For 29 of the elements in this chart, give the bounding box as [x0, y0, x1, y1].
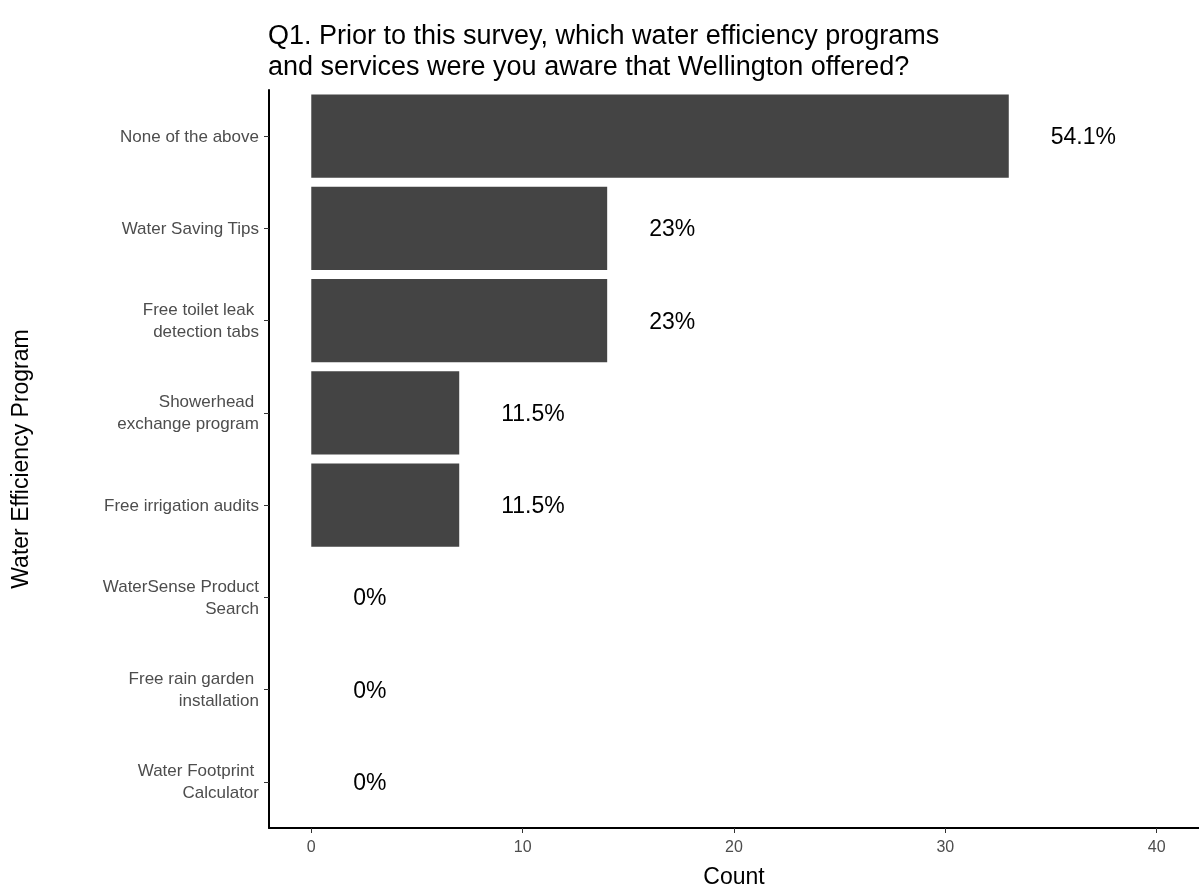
y-tick-label: Water Saving Tips: [121, 218, 259, 238]
annotation: 0%: [353, 584, 387, 611]
chart-title: Q1. Prior to this survey, which water efficiency programs and services were you aware that Wellington offered?: [268, 19, 947, 81]
y-axis-title: Water Efficiency Program: [6, 329, 33, 589]
x-axis-title: Count: [703, 862, 766, 889]
annotation: 23%: [649, 215, 696, 242]
x-tick-label: 0: [306, 837, 316, 855]
annotation: 11.5%: [501, 399, 565, 426]
bar: [311, 279, 608, 363]
y-tick-label: Free irrigation audits: [104, 495, 259, 515]
bar: [311, 186, 608, 270]
annotation: 0%: [353, 676, 387, 703]
y-tick-label: WaterSense Product Search: [102, 576, 260, 618]
annotation: 23%: [649, 307, 696, 334]
annotation: 0%: [353, 768, 387, 795]
annotation: 54.1%: [1050, 123, 1116, 150]
y-tick-label: Water Footprint Calculator: [137, 761, 260, 803]
x-tick-label: 20: [725, 837, 743, 855]
x-tick-label: 10: [513, 837, 532, 855]
annotation: 11.5%: [501, 492, 565, 519]
y-tick-label: None of the above: [120, 126, 259, 146]
x-tick-label: 40: [1147, 837, 1166, 855]
bar: [311, 463, 460, 547]
y-tick-label: Free rain garden installation: [128, 669, 259, 711]
y-tick-label: Showerhead exchange program: [117, 392, 259, 434]
bar: [311, 94, 1009, 178]
x-tick-label: 30: [936, 837, 955, 855]
bar: [311, 371, 460, 455]
y-tick-label: Free toilet leak detection tabs: [142, 300, 259, 342]
